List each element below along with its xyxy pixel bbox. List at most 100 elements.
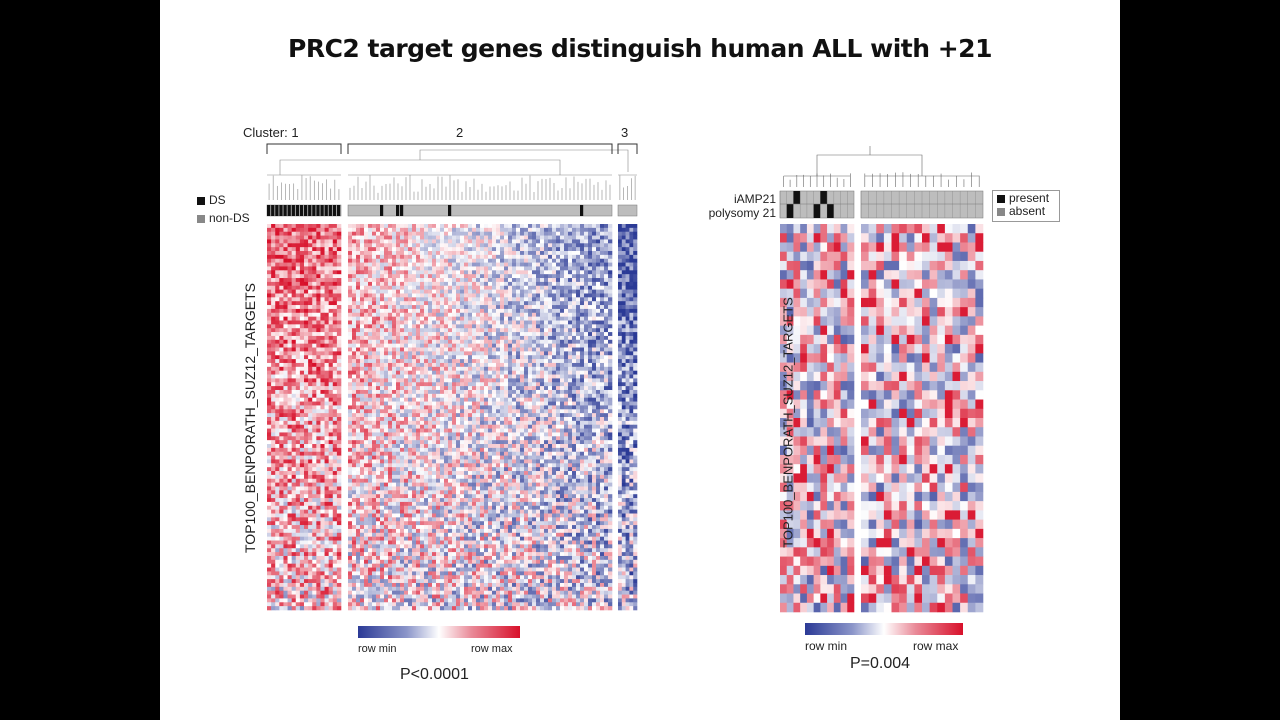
heatmap-cell bbox=[464, 247, 469, 252]
heatmap-cell bbox=[432, 355, 437, 360]
heatmap-cell bbox=[480, 339, 485, 344]
heatmap-cell bbox=[308, 594, 313, 599]
heatmap-cell bbox=[316, 301, 321, 306]
heatmap-cell bbox=[304, 525, 309, 530]
heatmap-cell bbox=[460, 274, 465, 279]
heatmap-cell bbox=[432, 247, 437, 252]
heatmap-cell bbox=[291, 401, 297, 406]
heatmap-cell bbox=[524, 243, 529, 248]
heatmap-cell bbox=[283, 548, 288, 553]
heatmap-cell bbox=[299, 521, 305, 526]
heatmap-cell bbox=[608, 316, 613, 321]
heatmap-cell bbox=[271, 254, 276, 260]
heatmap-cell bbox=[480, 274, 485, 279]
heatmap-cell bbox=[295, 536, 301, 541]
heatmap-cell bbox=[275, 482, 280, 487]
heatmap-cell bbox=[267, 266, 272, 271]
heatmap-cell bbox=[428, 297, 433, 302]
heatmap-cell bbox=[267, 366, 272, 371]
heatmap-cell bbox=[324, 559, 329, 564]
heatmap-cell bbox=[436, 362, 441, 368]
heatmap-cell bbox=[299, 540, 305, 545]
heatmap-cell bbox=[420, 366, 425, 371]
heatmap-cell bbox=[568, 247, 573, 252]
heatmap-cell bbox=[368, 231, 373, 236]
heatmap-cell bbox=[468, 312, 473, 317]
heatmap-cell bbox=[328, 440, 334, 445]
heatmap-cell bbox=[275, 606, 280, 611]
heatmap-cell bbox=[500, 227, 505, 233]
heatmap-cell bbox=[352, 328, 357, 333]
heatmap-cell bbox=[356, 312, 361, 317]
heatmap-cell bbox=[480, 243, 485, 248]
heatmap-cell bbox=[508, 278, 513, 283]
heatmap-cell bbox=[312, 586, 317, 591]
heatmap-cell bbox=[576, 351, 581, 356]
heatmap-cell bbox=[356, 239, 361, 244]
heatmap-cell bbox=[548, 266, 553, 271]
heatmap-cell bbox=[396, 278, 401, 283]
heatmap-cell bbox=[448, 316, 453, 321]
heatmap-cell bbox=[295, 444, 301, 449]
heatmap-cell bbox=[279, 339, 284, 344]
heatmap-cell bbox=[464, 224, 469, 229]
heatmap-cell bbox=[279, 378, 284, 383]
heatmap-cell bbox=[376, 224, 381, 229]
heatmap-cell bbox=[576, 332, 581, 337]
heatmap-cell bbox=[271, 316, 276, 321]
heatmap-cell bbox=[324, 312, 329, 317]
heatmap-cell bbox=[424, 351, 429, 356]
heatmap-cell bbox=[271, 447, 276, 453]
heatmap-cell bbox=[316, 235, 321, 240]
heatmap-cell bbox=[416, 386, 421, 391]
heatmap-cell bbox=[588, 224, 593, 229]
heatmap-cell bbox=[408, 401, 413, 406]
heatmap-cell bbox=[468, 332, 473, 337]
heatmap-cell bbox=[460, 335, 465, 341]
heatmap-cell bbox=[336, 366, 342, 371]
heatmap-cell bbox=[580, 239, 585, 244]
heatmap-cell bbox=[304, 305, 309, 310]
heatmap-cell bbox=[548, 227, 553, 233]
heatmap-cell bbox=[584, 285, 589, 290]
heatmap-cell bbox=[528, 289, 533, 294]
heatmap-cell bbox=[384, 328, 389, 333]
heatmap-cell bbox=[456, 293, 461, 298]
heatmap-cell bbox=[424, 405, 429, 410]
heatmap-cell bbox=[492, 393, 497, 398]
heatmap-cell bbox=[548, 401, 553, 406]
heatmap-cell bbox=[336, 606, 342, 611]
heatmap-cell bbox=[436, 254, 441, 260]
heatmap-cell bbox=[516, 339, 521, 344]
heatmap-cell bbox=[324, 509, 329, 514]
heatmap-cell bbox=[420, 335, 425, 341]
heatmap-cell bbox=[448, 251, 453, 256]
heatmap-cell bbox=[552, 274, 557, 279]
heatmap-cell bbox=[408, 405, 413, 410]
heatmap-cell bbox=[480, 297, 485, 302]
heatmap-cell bbox=[484, 262, 489, 267]
heatmap-cell bbox=[508, 335, 513, 341]
heatmap-cell bbox=[480, 389, 485, 395]
heatmap-cell bbox=[271, 528, 276, 534]
heatmap-cell bbox=[324, 274, 329, 279]
heatmap-cell bbox=[316, 498, 321, 503]
heatmap-cell bbox=[291, 351, 297, 356]
heatmap-cell bbox=[456, 247, 461, 252]
heatmap-cell bbox=[596, 274, 601, 279]
heatmap-cell bbox=[295, 555, 301, 561]
heatmap-cell bbox=[332, 227, 338, 233]
heatmap-cell bbox=[328, 498, 334, 503]
heatmap-cell bbox=[320, 478, 325, 483]
heatmap-cell bbox=[580, 393, 585, 398]
heatmap-cell bbox=[488, 320, 493, 325]
heatmap-cell bbox=[552, 227, 557, 233]
heatmap-cell bbox=[564, 231, 569, 236]
heatmap-cell bbox=[464, 235, 469, 240]
heatmap-cell bbox=[287, 382, 292, 387]
heatmap-cell bbox=[608, 251, 613, 256]
heatmap-cell bbox=[324, 501, 329, 507]
heatmap-cell bbox=[332, 575, 338, 580]
heatmap-cell bbox=[279, 536, 284, 541]
heatmap-cell bbox=[476, 320, 481, 325]
